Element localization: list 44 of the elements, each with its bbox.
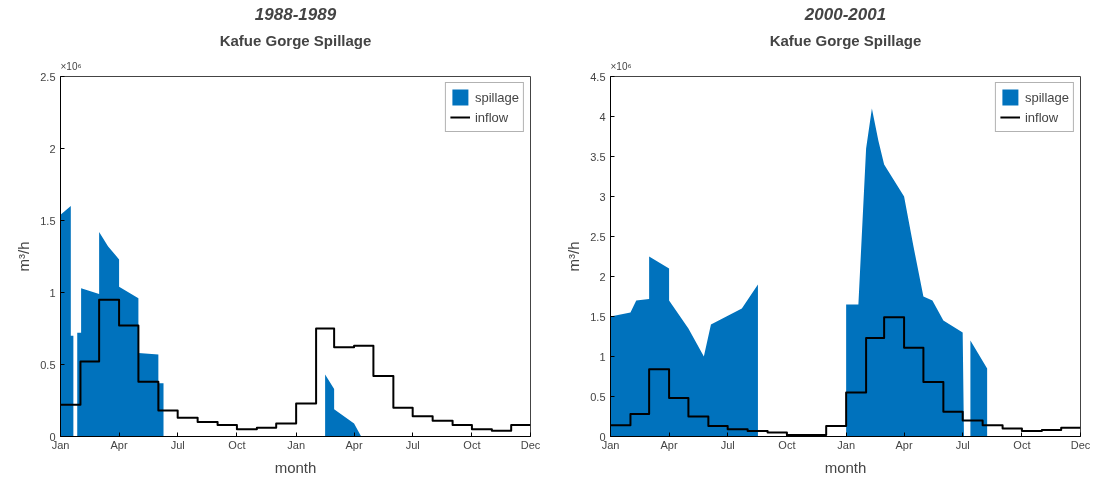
y-tick-label: 4 [599, 110, 606, 123]
y-axis-title: m³/h [15, 241, 33, 272]
legend-label: inflow [1024, 109, 1059, 125]
y-tick-label: 2 [49, 142, 56, 155]
chart-subtitle: Kafue Gorge Spillage [769, 31, 922, 49]
y-tick-label: 4.5 [590, 70, 606, 83]
y-axis-title: m³/h [565, 241, 583, 272]
x-tick-label: Jul [170, 438, 185, 451]
y-tick-label: 1.5 [40, 214, 56, 227]
x-tick-label: Apr [895, 438, 913, 451]
y-tick-label: 3.5 [590, 150, 606, 163]
y-tick-label: 1 [599, 350, 606, 363]
legend-label: spillage [474, 89, 519, 105]
x-tick-label: Oct [778, 438, 796, 451]
y-tick-label: 2 [599, 270, 606, 283]
x-tick-label: Oct [463, 438, 481, 451]
y-tick-label: 1.5 [590, 310, 606, 323]
x-tick-label: Jul [955, 438, 970, 451]
x-tick-label: Dec [520, 438, 541, 451]
y-tick-label: 2.5 [40, 70, 56, 83]
y-tick-label: 3 [599, 190, 606, 203]
text: ×10⁶ [610, 60, 632, 72]
x-axis-title: month [824, 458, 867, 476]
x-tick-label: Oct [1013, 438, 1031, 451]
y-tick-label: 1 [49, 286, 56, 299]
chart-title: 2000-2001 [803, 4, 887, 24]
x-axis-title: month [274, 458, 317, 476]
y-tick-label: 2.5 [590, 230, 606, 243]
chart-subtitle: Kafue Gorge Spillage [219, 31, 372, 49]
legend-label: spillage [1024, 89, 1069, 105]
y-tick-label: 0.5 [40, 358, 56, 371]
x-tick-label: Apr [660, 438, 678, 451]
x-tick-label: Jul [720, 438, 735, 451]
text: ×10⁶ [60, 60, 82, 72]
y-tick-label: 0.5 [590, 390, 606, 403]
chart-title: 1988-1989 [254, 4, 337, 24]
x-tick-label: Oct [228, 438, 246, 451]
x-tick-label: Apr [345, 438, 363, 451]
x-tick-label: Jul [405, 438, 420, 451]
x-tick-label: Dec [1070, 438, 1091, 451]
x-tick-label: Jan [287, 438, 306, 451]
x-tick-label: Jan [837, 438, 856, 451]
x-tick-label: Apr [110, 438, 128, 451]
legend-label: inflow [474, 109, 509, 125]
